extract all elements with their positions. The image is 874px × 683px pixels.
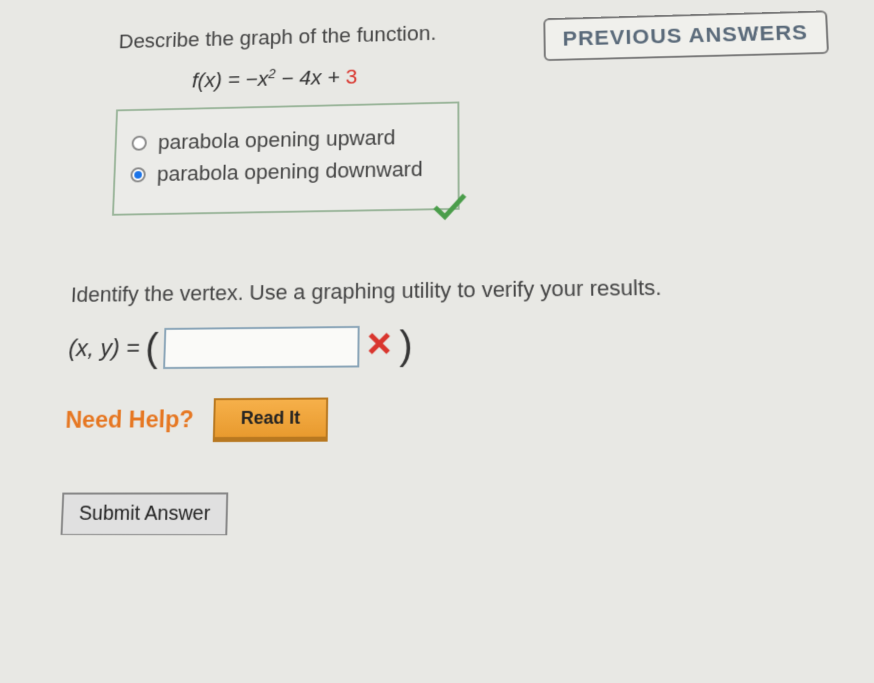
read-it-button[interactable]: Read It: [213, 398, 328, 443]
radio-icon: [130, 168, 146, 183]
submit-answer-button[interactable]: Submit Answer: [61, 493, 229, 536]
vertex-answer-row: (x, y) = ( ): [68, 321, 865, 370]
vertex-prompt: Identify the vertex. Use a graphing util…: [70, 273, 861, 308]
x-icon: [366, 329, 394, 364]
radio-option-upward[interactable]: parabola opening upward: [131, 125, 423, 156]
radio-icon: [131, 136, 147, 151]
open-paren: (: [145, 329, 159, 368]
need-help-label: Need Help?: [65, 407, 194, 435]
radio-label: parabola opening downward: [157, 157, 423, 187]
vertex-lhs: (x, y) =: [68, 335, 140, 363]
radio-group: parabola opening upward parabola opening…: [112, 102, 460, 216]
check-icon: [431, 190, 470, 230]
close-paren: ): [399, 327, 412, 367]
previous-answers-button[interactable]: PREVIOUS ANSWERS: [543, 10, 829, 61]
radio-option-downward[interactable]: parabola opening downward: [130, 157, 423, 187]
equation: f(x) = −x2 − 4x + 3: [192, 51, 851, 93]
radio-label: parabola opening upward: [158, 126, 396, 155]
vertex-input[interactable]: [163, 326, 360, 369]
